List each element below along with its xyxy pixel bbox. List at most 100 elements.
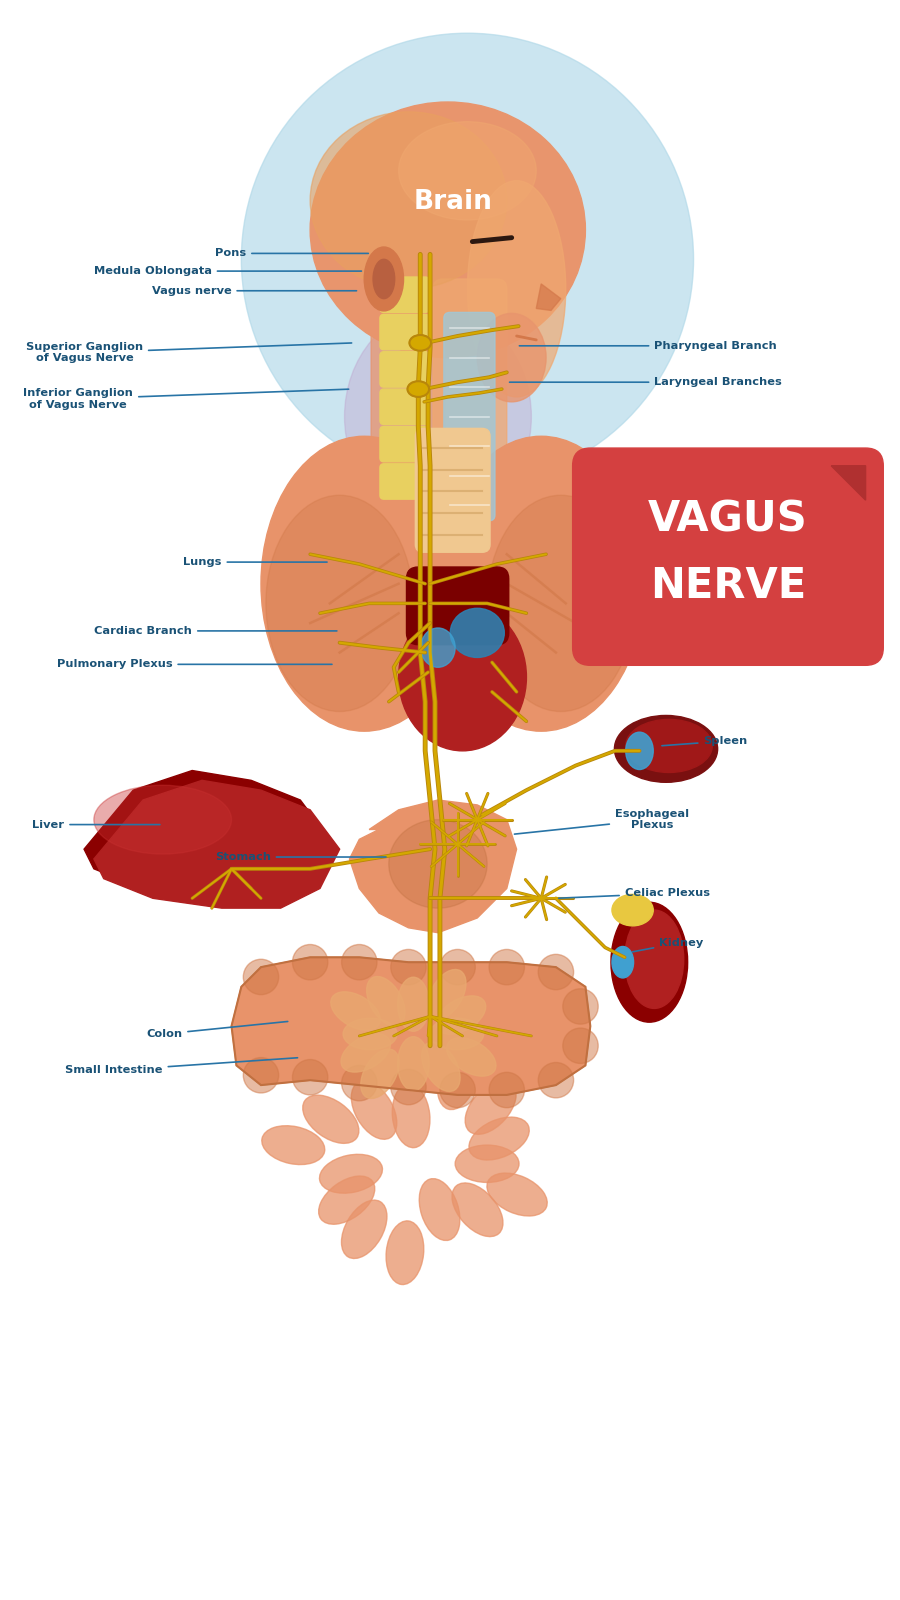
Ellipse shape (611, 902, 688, 1022)
Circle shape (489, 949, 525, 986)
Polygon shape (536, 283, 561, 310)
Ellipse shape (436, 995, 486, 1034)
Ellipse shape (428, 970, 466, 1019)
FancyBboxPatch shape (444, 312, 495, 522)
Text: Pharyngeal Branch: Pharyngeal Branch (519, 341, 777, 350)
Circle shape (538, 954, 573, 990)
Text: Inferior Ganglion
of Vagus Nerve: Inferior Ganglion of Vagus Nerve (23, 389, 348, 410)
Ellipse shape (310, 112, 507, 288)
Ellipse shape (94, 786, 231, 854)
Circle shape (440, 1072, 475, 1107)
FancyBboxPatch shape (433, 278, 507, 515)
Ellipse shape (398, 978, 429, 1032)
Ellipse shape (341, 1034, 391, 1072)
Ellipse shape (487, 496, 634, 712)
Polygon shape (231, 957, 590, 1094)
Ellipse shape (366, 976, 405, 1026)
Circle shape (243, 1058, 279, 1093)
Text: Celiac Plexus: Celiac Plexus (559, 888, 710, 898)
Circle shape (243, 960, 279, 995)
Ellipse shape (266, 496, 413, 712)
Text: Cardiac Branch: Cardiac Branch (94, 626, 337, 635)
Ellipse shape (351, 1082, 397, 1139)
FancyBboxPatch shape (572, 448, 883, 666)
Ellipse shape (467, 181, 566, 397)
Ellipse shape (487, 1173, 547, 1216)
Ellipse shape (262, 1126, 325, 1165)
Circle shape (292, 1059, 328, 1094)
Circle shape (562, 1029, 598, 1064)
Text: Pulmonary Plexus: Pulmonary Plexus (57, 659, 332, 669)
FancyBboxPatch shape (380, 314, 429, 350)
Circle shape (489, 1072, 525, 1107)
FancyBboxPatch shape (380, 464, 429, 499)
FancyBboxPatch shape (380, 427, 429, 462)
Ellipse shape (612, 947, 634, 978)
Ellipse shape (446, 1038, 496, 1077)
Ellipse shape (469, 1117, 529, 1160)
Circle shape (562, 989, 598, 1024)
Circle shape (342, 944, 377, 979)
Polygon shape (94, 781, 339, 909)
Ellipse shape (389, 819, 487, 909)
Ellipse shape (465, 1080, 516, 1134)
Ellipse shape (343, 1018, 397, 1050)
Ellipse shape (612, 894, 653, 926)
Ellipse shape (455, 1146, 519, 1182)
Ellipse shape (408, 381, 429, 397)
Circle shape (292, 944, 328, 979)
Ellipse shape (345, 309, 531, 525)
Ellipse shape (399, 603, 526, 750)
Ellipse shape (374, 259, 395, 299)
Ellipse shape (625, 910, 684, 1008)
Text: Pons: Pons (215, 248, 368, 259)
Text: VAGUS: VAGUS (648, 499, 808, 541)
Text: NERVE: NERVE (650, 565, 806, 606)
Circle shape (241, 34, 694, 485)
Circle shape (391, 949, 427, 986)
FancyBboxPatch shape (407, 566, 508, 645)
Text: Superior Ganglion
of Vagus Nerve: Superior Ganglion of Vagus Nerve (26, 342, 352, 363)
Text: Brain: Brain (413, 189, 492, 216)
Ellipse shape (615, 715, 717, 782)
Polygon shape (832, 466, 866, 501)
FancyBboxPatch shape (415, 429, 491, 552)
Text: Lungs: Lungs (184, 557, 327, 566)
Ellipse shape (341, 1200, 387, 1259)
Ellipse shape (320, 1154, 382, 1194)
Ellipse shape (261, 437, 467, 731)
FancyBboxPatch shape (371, 278, 445, 515)
Ellipse shape (331, 992, 380, 1030)
Text: Vagus nerve: Vagus nerve (152, 286, 356, 296)
Text: Spleen: Spleen (662, 736, 748, 746)
Ellipse shape (410, 334, 431, 350)
Text: Stomach: Stomach (215, 853, 386, 862)
Text: Laryngeal Branches: Laryngeal Branches (509, 378, 782, 387)
Ellipse shape (361, 1050, 399, 1099)
Ellipse shape (419, 1179, 460, 1240)
Polygon shape (349, 800, 517, 933)
Ellipse shape (437, 1048, 478, 1109)
Circle shape (440, 949, 475, 986)
Ellipse shape (386, 1221, 424, 1285)
Polygon shape (84, 771, 329, 898)
Text: Liver: Liver (32, 819, 160, 829)
Circle shape (391, 1069, 427, 1104)
Ellipse shape (626, 733, 653, 770)
Ellipse shape (392, 1083, 430, 1147)
Circle shape (538, 1062, 573, 1098)
Ellipse shape (364, 246, 403, 310)
Ellipse shape (429, 1018, 483, 1050)
FancyBboxPatch shape (380, 352, 429, 387)
Circle shape (342, 1066, 377, 1101)
Ellipse shape (399, 122, 536, 219)
FancyBboxPatch shape (380, 277, 429, 312)
Text: Kidney: Kidney (633, 938, 704, 952)
Ellipse shape (422, 1042, 460, 1091)
Ellipse shape (450, 608, 504, 658)
Ellipse shape (477, 314, 546, 402)
Ellipse shape (310, 102, 585, 358)
Ellipse shape (319, 1176, 374, 1224)
Ellipse shape (398, 1037, 429, 1091)
Ellipse shape (302, 1094, 359, 1144)
